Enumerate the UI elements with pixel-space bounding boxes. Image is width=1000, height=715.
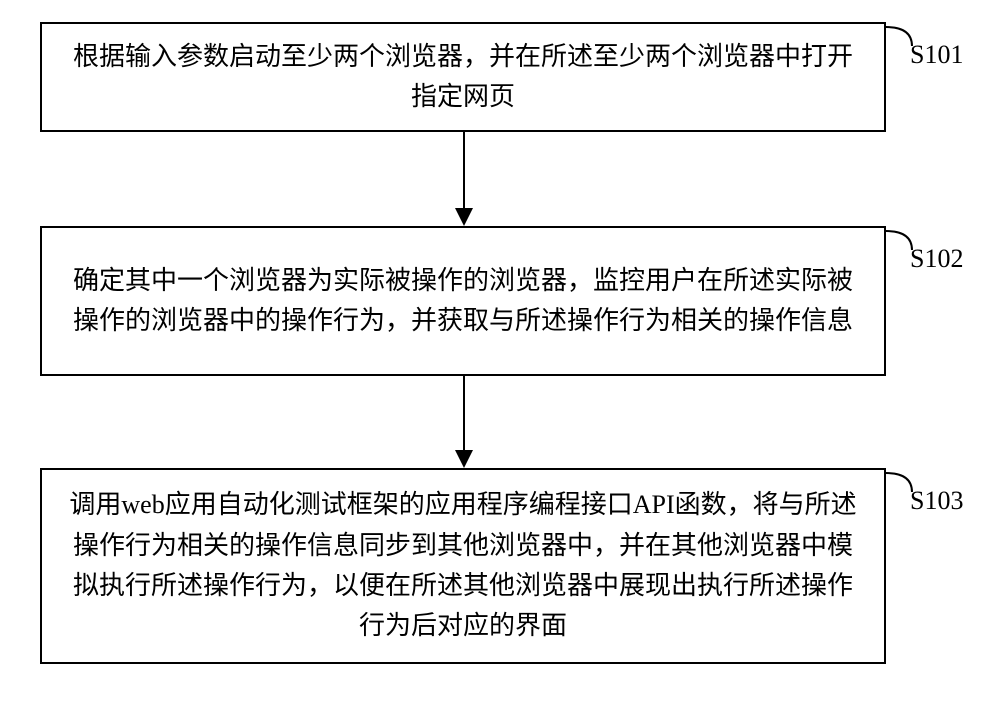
connector-S102-S103 xyxy=(463,376,465,450)
step-text-S103: 调用web应用自动化测试框架的应用程序编程接口API函数，将与所述操作行为相关的… xyxy=(66,485,860,646)
step-text-S102: 确定其中一个浏览器为实际被操作的浏览器，监控用户在所述实际被操作的浏览器中的操作… xyxy=(66,261,860,342)
flowchart-canvas: 根据输入参数启动至少两个浏览器，并在所述至少两个浏览器中打开指定网页 S101 确定… xyxy=(0,0,1000,715)
step-text-S101: 根据输入参数启动至少两个浏览器，并在所述至少两个浏览器中打开指定网页 xyxy=(66,37,860,118)
connector-S101-S102 xyxy=(463,132,465,208)
arrow-head-S102-S103 xyxy=(455,450,473,468)
arrow-head-S101-S102 xyxy=(455,208,473,226)
step-label-S103: S103 xyxy=(910,486,963,516)
step-box-S102: 确定其中一个浏览器为实际被操作的浏览器，监控用户在所述实际被操作的浏览器中的操作… xyxy=(40,226,886,376)
step-label-S102: S102 xyxy=(910,244,963,274)
step-box-S101: 根据输入参数启动至少两个浏览器，并在所述至少两个浏览器中打开指定网页 xyxy=(40,22,886,132)
step-box-S103: 调用web应用自动化测试框架的应用程序编程接口API函数，将与所述操作行为相关的… xyxy=(40,468,886,664)
step-label-S101: S101 xyxy=(910,40,963,70)
